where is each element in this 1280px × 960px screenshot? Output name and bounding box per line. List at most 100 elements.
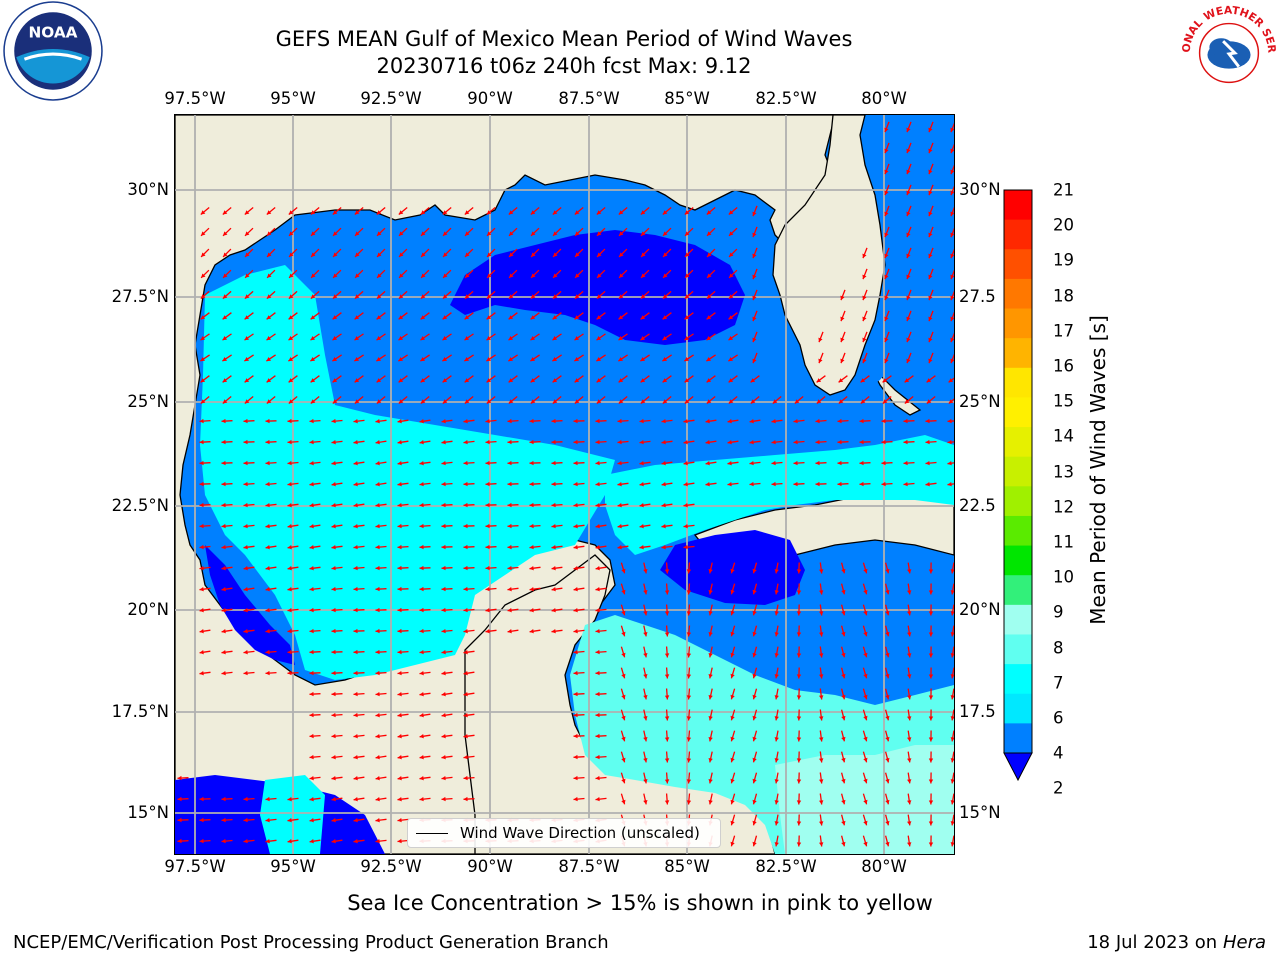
wave-direction-arrowhead	[199, 418, 204, 424]
wave-direction-arrowhead	[265, 796, 270, 802]
wave-direction-arrowhead	[728, 357, 733, 362]
footer-credit: NCEP/EMC/Verification Post Processing Pr…	[13, 932, 609, 953]
wave-direction-arrowhead	[199, 544, 204, 550]
lon-tick-top: 95°W	[270, 89, 316, 108]
wave-direction-arrowhead	[705, 482, 710, 487]
wave-direction-arrowhead	[685, 231, 690, 236]
wave-direction-arrowhead	[863, 589, 868, 595]
wave-direction-arrowhead	[639, 524, 644, 529]
wave-direction-arrowhead	[863, 736, 868, 742]
wave-direction-arrowhead	[774, 590, 779, 595]
wave-direction-arrowhead	[353, 649, 358, 655]
wave-direction-arrowhead	[617, 503, 622, 508]
wave-direction-arrowhead	[200, 210, 206, 215]
wave-direction-arrowhead	[862, 295, 867, 301]
wave-direction-arrowhead	[752, 610, 757, 616]
wave-direction-arrowhead	[885, 778, 890, 784]
wave-direction-arrowhead	[684, 315, 690, 320]
wave-direction-arrowhead	[486, 294, 492, 299]
wave-direction-arrowhead	[551, 629, 556, 634]
wave-direction-arrowhead	[664, 716, 670, 721]
lon-tick-bottom: 80°W	[861, 857, 907, 876]
wave-direction-arrowhead	[595, 691, 600, 697]
wave-direction-arrowhead	[265, 566, 270, 571]
wave-direction-arrowhead	[441, 419, 446, 424]
wave-direction-arrowhead	[375, 607, 380, 613]
wave-direction-arrowhead	[441, 671, 446, 676]
colorbar-tick: 9	[1053, 602, 1064, 622]
wave-direction-arrowhead	[441, 586, 446, 592]
wave-direction-arrowhead	[331, 818, 336, 823]
wave-direction-arrowhead	[885, 673, 890, 679]
wave-direction-arrowhead	[199, 671, 204, 676]
wave-direction-arrowhead	[573, 545, 578, 550]
wave-direction-arrowhead	[595, 775, 600, 781]
colorbar-tick: 17	[1053, 321, 1074, 341]
wave-direction-arrowhead	[730, 757, 735, 763]
lat-tick-right: 22.5	[959, 496, 996, 515]
wave-direction-arrowhead	[885, 568, 890, 574]
wave-direction-arrowhead	[441, 734, 446, 739]
wave-direction-arrowhead	[442, 399, 448, 404]
wave-direction-arrowhead	[397, 755, 402, 760]
wave-direction-arrowhead	[265, 481, 270, 487]
wave-direction-arrowhead	[398, 357, 403, 362]
wave-direction-arrowhead	[553, 252, 558, 257]
wave-direction-arrowhead	[885, 841, 890, 847]
wave-direction-arrowhead	[508, 378, 514, 383]
wave-direction-arrowhead	[310, 336, 315, 341]
wave-direction-arrowhead	[221, 796, 226, 802]
wave-direction-arrowhead	[333, 273, 338, 278]
wave-direction-arrowhead	[950, 590, 954, 595]
wave-direction-arrowhead	[419, 628, 424, 634]
wave-direction-arrowhead	[950, 758, 954, 763]
wave-direction-arrowhead	[595, 587, 600, 592]
wave-direction-arrowhead	[331, 649, 336, 655]
wave-direction-arrowhead	[463, 671, 468, 676]
wave-direction-arrowhead	[752, 295, 757, 301]
wave-direction-arrowhead	[859, 460, 864, 466]
wave-direction-arrowhead	[950, 569, 954, 574]
wave-direction-arrowhead	[837, 481, 842, 487]
wave-direction-arrowhead	[796, 590, 802, 595]
wave-direction-arrowhead	[508, 399, 514, 404]
wave-direction-arrowhead	[926, 378, 932, 383]
wave-direction-arrowhead	[243, 670, 248, 676]
wave-direction-arrowhead	[819, 695, 824, 700]
wave-direction-arrowhead	[907, 695, 912, 700]
wave-direction-arrowhead	[664, 737, 670, 742]
colorbar-segment	[1004, 723, 1032, 754]
wave-direction-arrowhead	[595, 545, 600, 550]
wave-direction-arrowhead	[443, 273, 448, 278]
wave-direction-arrowhead	[595, 649, 600, 655]
wave-direction-arrowhead	[885, 610, 890, 616]
wave-direction-arrowhead	[353, 607, 358, 613]
wave-direction-arrowhead	[706, 294, 712, 299]
wave-direction-arrowhead	[287, 503, 292, 508]
wave-direction-arrowhead	[221, 817, 226, 823]
colorbar-segment	[1004, 427, 1032, 458]
wave-direction-arrowhead	[841, 820, 846, 826]
wave-direction-arrowhead	[309, 776, 314, 781]
wave-direction-arrowhead	[728, 336, 733, 341]
wave-direction-arrowhead	[662, 399, 668, 404]
wave-direction-arrowhead	[928, 779, 934, 784]
wave-direction-arrowhead	[507, 460, 512, 466]
wave-direction-arrowhead	[309, 691, 314, 697]
wave-direction-arrowhead	[531, 252, 536, 257]
wave-direction-arrowhead	[244, 378, 250, 383]
wave-direction-arrowhead	[664, 611, 670, 616]
wave-direction-arrowhead	[552, 294, 558, 299]
wave-direction-arrowhead	[507, 502, 512, 508]
wave-direction-arrowhead	[376, 210, 382, 215]
wave-direction-arrowhead	[487, 273, 492, 278]
wave-direction-arrowhead	[355, 252, 360, 257]
wave-direction-arrowhead	[353, 503, 358, 508]
wave-direction-arrowhead	[661, 482, 666, 487]
wave-direction-arrowhead	[860, 399, 866, 404]
wave-direction-arrowhead	[463, 586, 468, 592]
wave-direction-arrowhead	[375, 692, 380, 697]
colorbar-under-triangle	[1003, 752, 1033, 782]
wave-direction-arrowhead	[863, 799, 868, 805]
wave-direction-arrowhead	[819, 737, 824, 742]
